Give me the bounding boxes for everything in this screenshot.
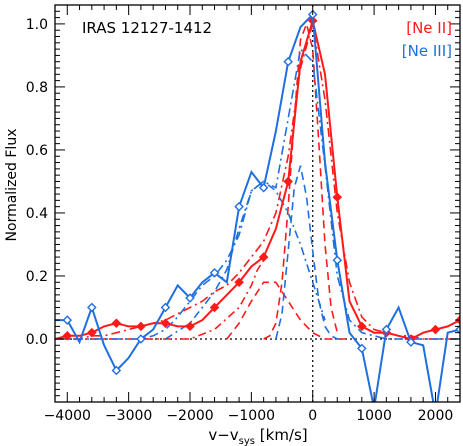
data-point-series-0 — [209, 302, 220, 313]
y-tick-label: 0.4 — [26, 206, 48, 222]
data-point-series-1 — [62, 315, 73, 325]
data-line-series-0 — [55, 16, 460, 341]
data-point-series-1 — [160, 302, 171, 313]
data-point-series-1 — [185, 293, 195, 303]
x-axis-label: v−vsys [km/s] — [208, 426, 307, 446]
data-point-series-0 — [332, 192, 343, 202]
plot-area — [55, 5, 460, 402]
x-tick-label: −3000 — [105, 408, 152, 424]
data-point-series-1 — [455, 324, 460, 335]
data-point-series-1 — [258, 182, 269, 193]
y-tick-label: 0.0 — [26, 332, 48, 348]
data-point-series-1 — [357, 343, 367, 354]
data-point-series-0 — [258, 252, 269, 262]
plot-content — [55, 5, 460, 402]
component-ne3-narrow — [275, 165, 344, 340]
x-tick-label: −4000 — [44, 408, 91, 424]
x-tick-label: 0 — [308, 408, 317, 424]
data-point-series-0 — [111, 318, 122, 329]
plot-frame — [54, 4, 461, 403]
legend-entry-ne2: [Ne II] — [406, 19, 452, 37]
axes: −4000 −3000 −2000 −1000 0 1000 2000 0.0 0.2 0.4 0.… — [26, 4, 461, 424]
data-point-series-1 — [381, 324, 392, 335]
x-tick-label: −1000 — [228, 408, 275, 424]
legend-entry-ne3: [Ne III] — [402, 42, 452, 60]
chart-title: IRAS 12127-1412 — [82, 19, 212, 37]
data-point-series-1 — [283, 56, 293, 67]
x-axis-label-main: v−v — [208, 426, 238, 444]
x-tick-label: 2000 — [418, 408, 454, 424]
x-axis-label-sub: sys — [239, 436, 255, 446]
y-tick-label: 1.0 — [26, 17, 48, 33]
data-point-series-0 — [87, 327, 97, 338]
data-line-series-1 — [55, 12, 460, 402]
component-ne2-narrow — [263, 21, 339, 340]
data-point-series-0 — [62, 331, 73, 341]
x-tick-label: −2000 — [166, 408, 213, 424]
data-point-series-1 — [332, 255, 343, 266]
data-point-series-0 — [430, 324, 441, 335]
data-point-series-1 — [87, 302, 97, 313]
fit-series-1 — [55, 47, 460, 340]
y-tick-label: 0.6 — [26, 143, 48, 159]
y-axis-label: Normalized Flux — [4, 129, 20, 242]
data-point-series-0 — [160, 318, 171, 329]
data-point-series-0 — [136, 321, 146, 332]
data-point-series-1 — [111, 365, 122, 376]
data-point-series-1 — [209, 268, 220, 278]
data-point-series-0 — [234, 277, 244, 288]
data-point-series-0 — [357, 321, 367, 332]
data-point-series-0 — [283, 176, 293, 187]
y-tick-label: 0.2 — [26, 269, 48, 285]
component-ne2-broad — [226, 281, 350, 340]
y-tick-label: 0.8 — [26, 80, 48, 96]
data-point-series-0 — [185, 321, 195, 332]
data-point-series-1 — [406, 337, 416, 347]
data-point-series-1 — [234, 201, 244, 212]
component-ne3-broad — [165, 180, 326, 340]
x-tick-label: 1000 — [356, 408, 392, 424]
component-ne2-wing — [55, 259, 265, 340]
data-point-series-1 — [136, 334, 146, 344]
x-axis-label-unit: [km/s] — [255, 426, 308, 444]
